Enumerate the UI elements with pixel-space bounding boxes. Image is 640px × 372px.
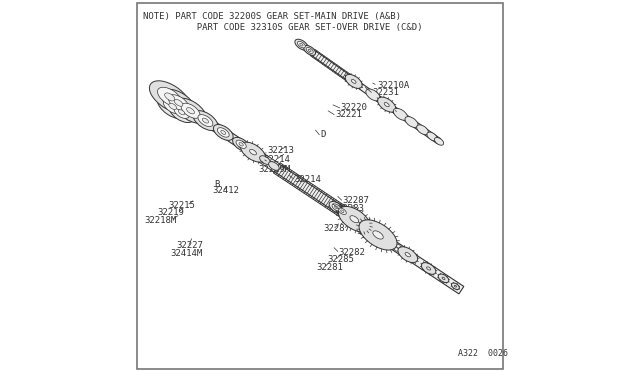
- Ellipse shape: [213, 125, 233, 140]
- Ellipse shape: [345, 74, 362, 89]
- Ellipse shape: [394, 108, 408, 120]
- Ellipse shape: [304, 45, 316, 55]
- Ellipse shape: [335, 206, 338, 209]
- Ellipse shape: [218, 128, 229, 137]
- Ellipse shape: [373, 231, 383, 239]
- Ellipse shape: [269, 162, 279, 170]
- Ellipse shape: [174, 99, 183, 106]
- Text: 32283: 32283: [338, 204, 365, 213]
- Ellipse shape: [164, 93, 175, 101]
- Text: 32287: 32287: [342, 196, 369, 205]
- Text: 32285: 32285: [328, 255, 355, 264]
- Ellipse shape: [181, 103, 200, 118]
- Ellipse shape: [405, 116, 418, 128]
- Ellipse shape: [250, 150, 257, 155]
- Ellipse shape: [438, 274, 449, 283]
- Ellipse shape: [339, 208, 346, 215]
- Text: NOTE) PART CODE 32200S GEAR SET-MAIN DRIVE (A&B): NOTE) PART CODE 32200S GEAR SET-MAIN DRI…: [143, 12, 401, 21]
- Ellipse shape: [260, 156, 270, 164]
- Ellipse shape: [161, 89, 196, 116]
- Ellipse shape: [202, 118, 209, 123]
- Ellipse shape: [451, 283, 460, 289]
- Ellipse shape: [157, 94, 188, 119]
- Ellipse shape: [179, 110, 185, 115]
- Polygon shape: [300, 42, 441, 144]
- Ellipse shape: [298, 41, 305, 48]
- Ellipse shape: [300, 43, 303, 46]
- Ellipse shape: [350, 216, 358, 223]
- Ellipse shape: [435, 138, 444, 145]
- Ellipse shape: [339, 206, 370, 232]
- Ellipse shape: [454, 285, 456, 287]
- Ellipse shape: [427, 132, 437, 141]
- Ellipse shape: [295, 39, 308, 50]
- Text: 32412: 32412: [212, 186, 239, 195]
- Text: D: D: [320, 130, 325, 139]
- Ellipse shape: [169, 103, 177, 109]
- Ellipse shape: [232, 137, 250, 151]
- Text: 32220: 32220: [340, 103, 367, 112]
- Ellipse shape: [340, 210, 344, 213]
- Ellipse shape: [378, 97, 396, 112]
- Text: 32210A: 32210A: [378, 81, 410, 90]
- Text: 32214: 32214: [264, 155, 291, 164]
- Text: 32219M: 32219M: [259, 165, 291, 174]
- Text: 32285: 32285: [362, 231, 388, 240]
- Ellipse shape: [442, 277, 445, 279]
- Text: 32227: 32227: [177, 241, 204, 250]
- Ellipse shape: [332, 204, 340, 211]
- Ellipse shape: [149, 81, 190, 113]
- Ellipse shape: [417, 125, 428, 135]
- Ellipse shape: [239, 142, 243, 146]
- Ellipse shape: [359, 220, 397, 250]
- Ellipse shape: [193, 110, 218, 131]
- Ellipse shape: [366, 89, 380, 101]
- Ellipse shape: [157, 87, 182, 107]
- Ellipse shape: [405, 253, 410, 257]
- Ellipse shape: [384, 103, 389, 107]
- Text: 32281: 32281: [316, 263, 343, 272]
- Text: 32282: 32282: [339, 248, 365, 257]
- Text: 32213: 32213: [267, 146, 294, 155]
- Ellipse shape: [306, 48, 313, 54]
- Ellipse shape: [427, 267, 431, 270]
- Ellipse shape: [168, 95, 189, 111]
- Polygon shape: [244, 144, 280, 172]
- Ellipse shape: [336, 206, 349, 217]
- Ellipse shape: [241, 142, 266, 162]
- Ellipse shape: [221, 131, 226, 134]
- Ellipse shape: [421, 263, 436, 274]
- Ellipse shape: [175, 98, 206, 123]
- Text: 32287: 32287: [324, 224, 351, 233]
- Ellipse shape: [398, 247, 418, 263]
- Ellipse shape: [198, 115, 213, 126]
- Ellipse shape: [236, 140, 246, 148]
- Text: A322  0026: A322 0026: [458, 349, 508, 358]
- Text: 32231: 32231: [372, 88, 399, 97]
- Text: 32214: 32214: [294, 175, 321, 184]
- Text: 32219: 32219: [157, 208, 184, 217]
- Text: PART CODE 32310S GEAR SET-OVER DRIVE (C&D): PART CODE 32310S GEAR SET-OVER DRIVE (C&…: [143, 23, 423, 32]
- Ellipse shape: [351, 80, 356, 83]
- Text: B: B: [214, 180, 220, 189]
- Ellipse shape: [169, 102, 195, 122]
- Polygon shape: [161, 89, 464, 294]
- Text: 32414M: 32414M: [170, 249, 203, 258]
- Ellipse shape: [174, 106, 189, 118]
- Text: 32221: 32221: [335, 110, 362, 119]
- Ellipse shape: [163, 99, 182, 114]
- Ellipse shape: [308, 49, 311, 52]
- Ellipse shape: [329, 202, 344, 213]
- Text: 32218M: 32218M: [145, 216, 177, 225]
- Text: 32215: 32215: [168, 201, 195, 210]
- Ellipse shape: [187, 108, 195, 114]
